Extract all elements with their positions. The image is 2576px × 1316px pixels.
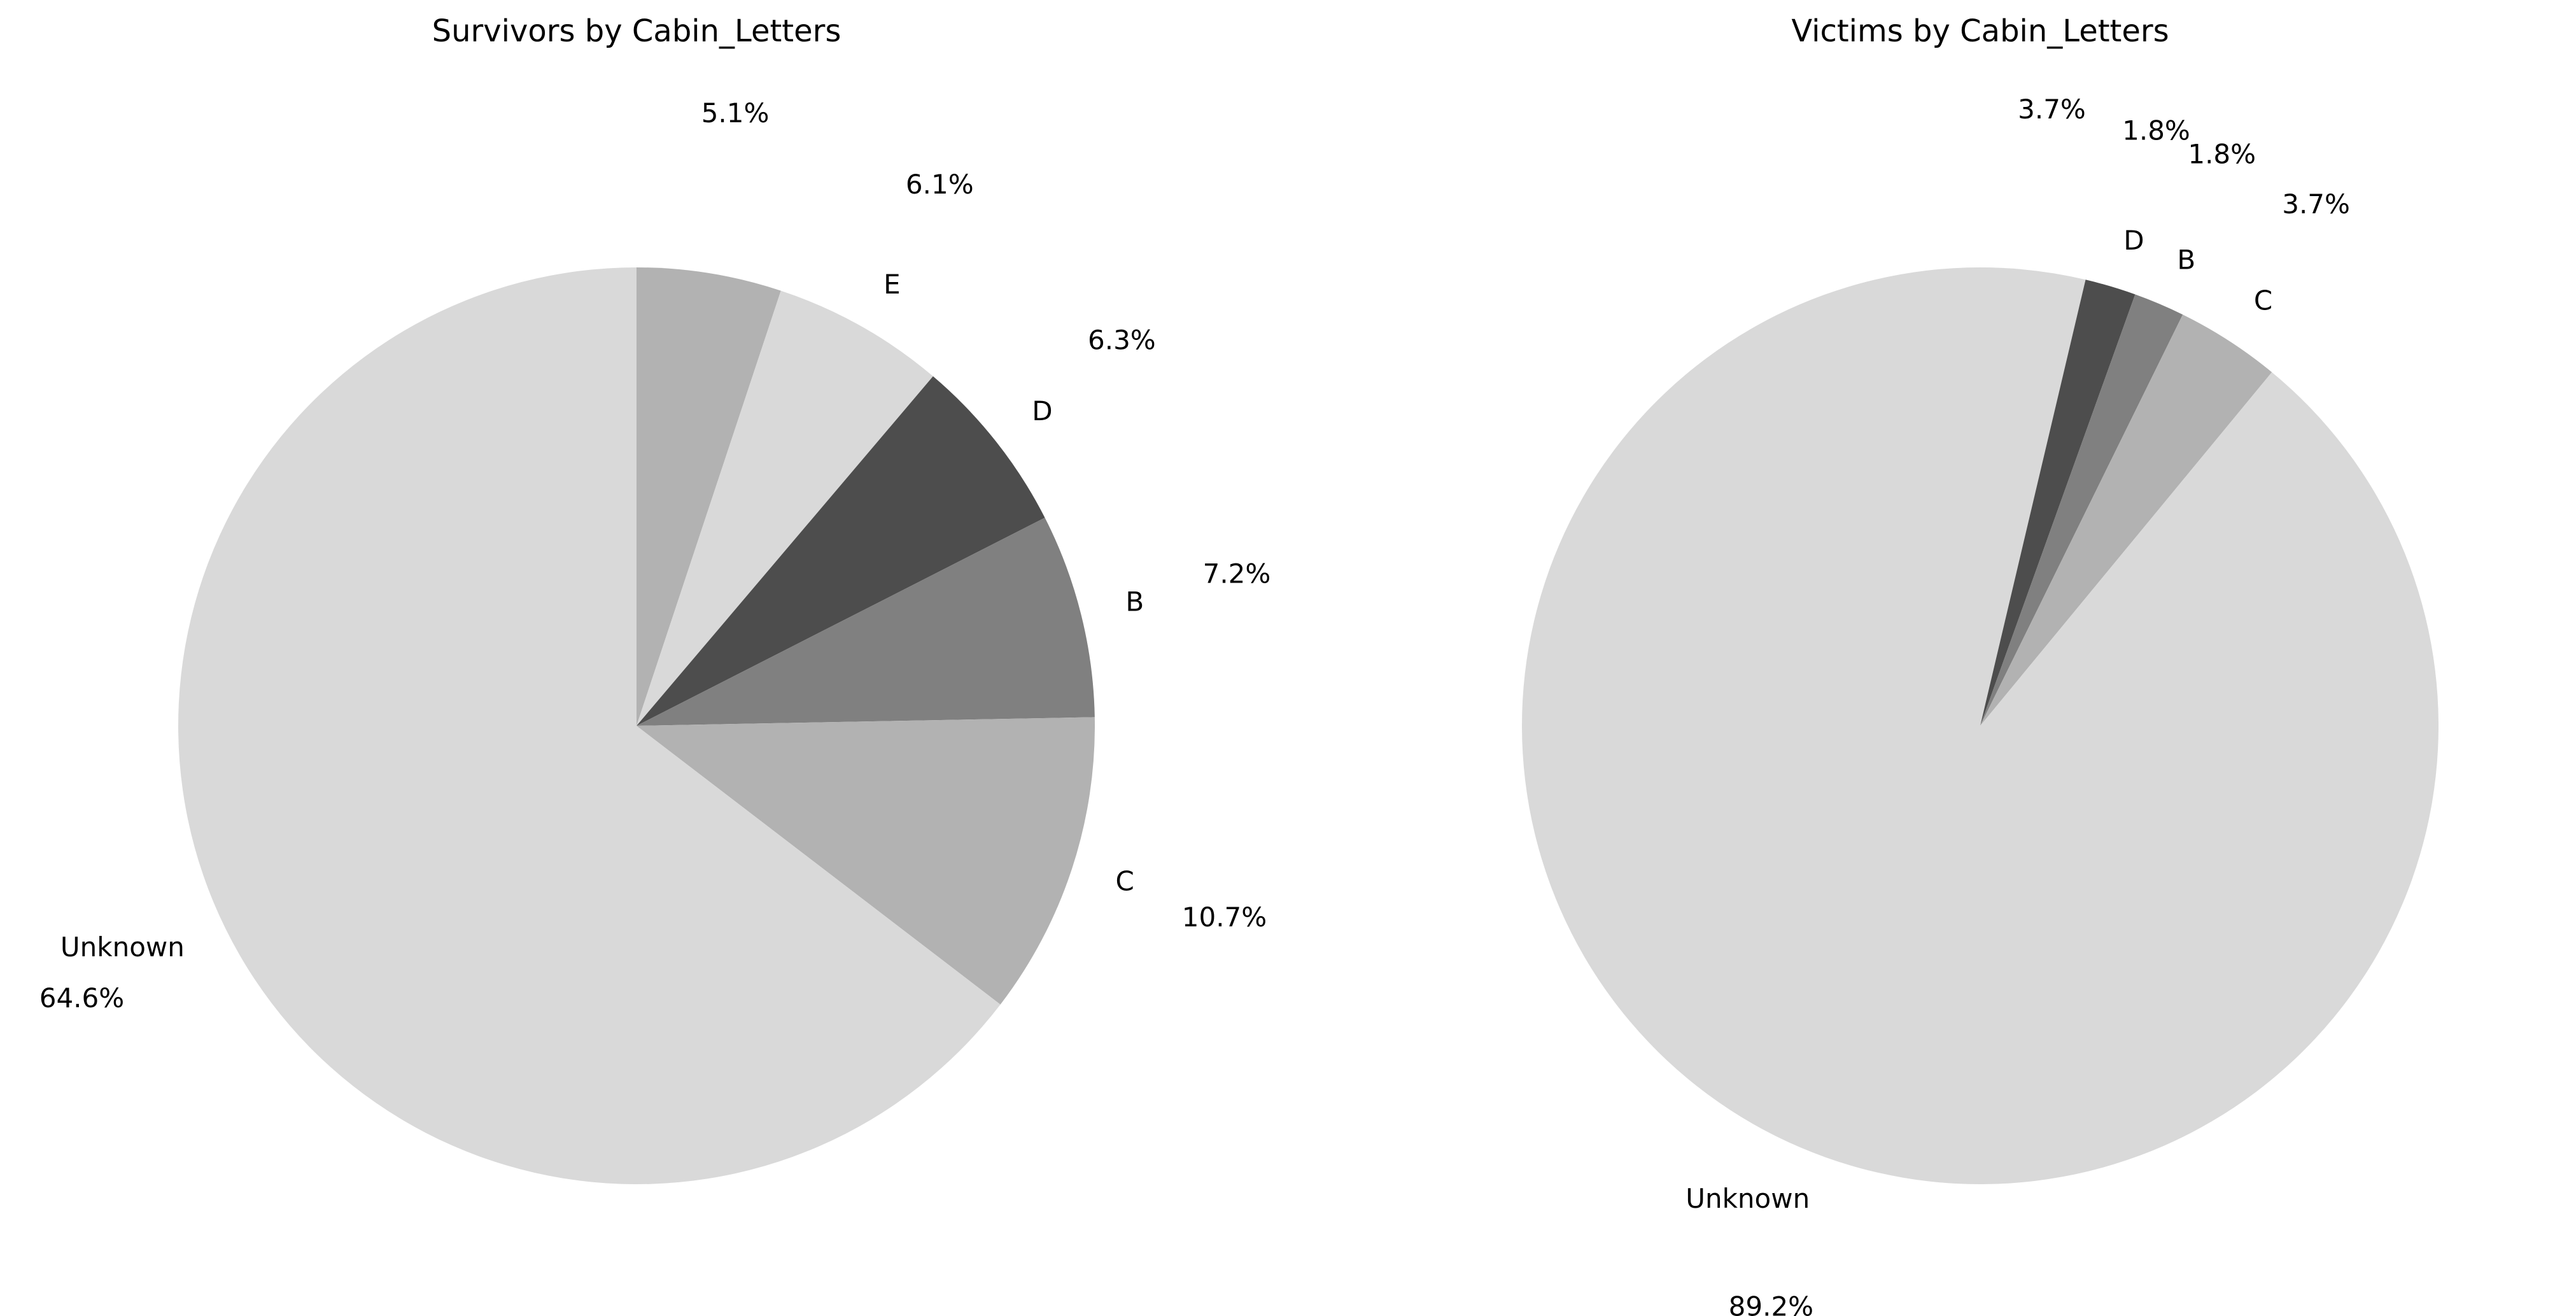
victims-percent-label-1: 1.8% <box>2122 115 2190 146</box>
survivors-labels: 5.1% E 6.1% D 6.3% B 7.2% C 10.7% Unknown 64.6% <box>39 97 1271 1014</box>
survivors-percent-label-2: 6.3% <box>1088 325 1156 356</box>
survivors-slices <box>178 267 1095 1185</box>
survivors-category-label-d: D <box>1032 395 1052 427</box>
victims-percent-label-2: 1.8% <box>2188 139 2256 170</box>
survivors-category-label-unknown: Unknown <box>60 931 185 963</box>
survivors-category-label-c: C <box>1115 866 1134 897</box>
victims-slice-b-2 <box>1980 294 2183 726</box>
victims-pie: Victims by Cabin_Letters 3.7% D 1.8% B 1.8% C… <box>1522 13 2439 1316</box>
victims-category-label-c: C <box>2254 285 2272 316</box>
victims-percent-label-0: 3.7% <box>2018 94 2086 125</box>
survivors-percent-label-1: 6.1% <box>906 169 974 200</box>
survivors-category-label-b: B <box>1125 586 1144 617</box>
survivors-percent-label-0: 5.1% <box>701 97 770 129</box>
survivors-pie: Survivors by Cabin_Letters 5.1% E 6.1% D 6.3… <box>39 13 1271 1185</box>
victims-category-label-unknown: Unknown <box>1686 1183 1810 1214</box>
victims-slice-unlabeled-0 <box>1980 267 2086 726</box>
victims-slice-c-3 <box>1980 315 2272 726</box>
victims-percent-label-3: 3.7% <box>2282 188 2350 220</box>
survivors-slice-b-3 <box>637 518 1095 726</box>
victims-pie-title: Victims by Cabin_Letters <box>1791 13 2169 49</box>
survivors-slice-c-4 <box>637 717 1095 1005</box>
survivors-category-label-e: E <box>883 269 901 300</box>
victims-slices <box>1522 267 2439 1184</box>
survivors-percent-label-3: 7.2% <box>1203 558 1271 590</box>
survivors-percent-label-4: 10.7% <box>1182 902 1267 933</box>
survivors-slice-unlabeled-0 <box>637 267 781 726</box>
survivors-slice-e-1 <box>637 290 933 726</box>
victims-category-label-d: D <box>2123 225 2144 256</box>
survivors-slice-d-2 <box>637 376 1045 726</box>
victims-slice-unknown-4 <box>1522 267 2439 1184</box>
survivors-pie-title: Survivors by Cabin_Letters <box>432 13 841 49</box>
victims-labels: 3.7% D 1.8% B 1.8% C 3.7% Unknown 89.2% <box>1686 94 2350 1316</box>
survivors-percent-label-5: 64.6% <box>39 982 124 1014</box>
survivors-slice-unknown-5 <box>178 267 1001 1185</box>
victims-slice-d-1 <box>1980 279 2136 726</box>
victims-percent-label-4: 89.2% <box>1729 1291 1813 1316</box>
victims-category-label-b: B <box>2177 244 2195 275</box>
